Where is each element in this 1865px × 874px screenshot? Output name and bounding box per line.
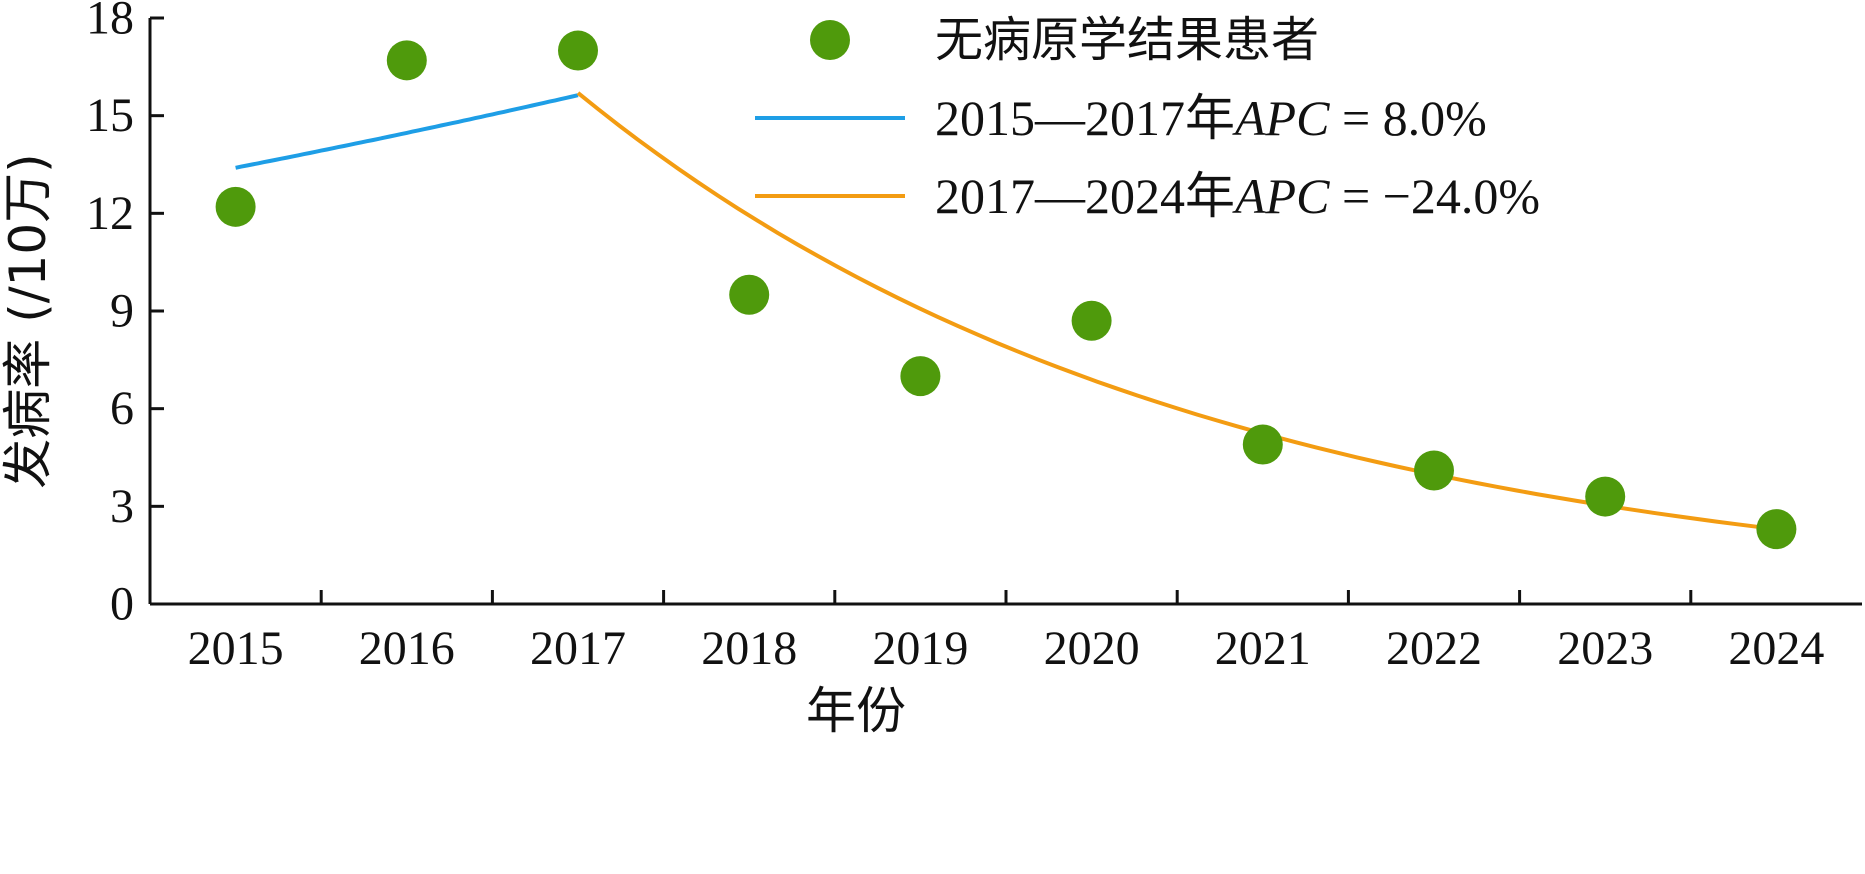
data-point — [1242, 424, 1283, 465]
y-tick-label: 9 — [110, 285, 134, 338]
y-tick-label: 15 — [86, 89, 134, 142]
data-points — [215, 30, 1797, 550]
y-tick-label: 18 — [86, 0, 134, 45]
x-tick-label: 2016 — [359, 622, 455, 675]
legend-label: 无病原学结果患者 — [935, 12, 1319, 68]
x-tick-label: 2021 — [1215, 622, 1311, 675]
legend: 无病原学结果患者 2015—2017年APC = 8.0% 2017—2024年AP… — [755, 12, 1540, 224]
trend-lines — [235, 91, 1777, 532]
data-point — [558, 30, 598, 71]
data-point — [900, 356, 941, 397]
y-axis-title: 发病率 (/10万) — [0, 153, 57, 488]
legend-label: 2015—2017年APC = 8.0% — [935, 90, 1487, 146]
x-tick-label: 2023 — [1557, 622, 1653, 675]
data-point — [1756, 509, 1797, 550]
y-tick-label: 3 — [110, 480, 134, 533]
y-tick-label: 0 — [110, 578, 134, 631]
x-tick-label: 2022 — [1386, 622, 1482, 675]
x-tick-label: 2019 — [872, 622, 968, 675]
x-tick-label: 2017 — [530, 622, 626, 675]
data-point — [1414, 450, 1454, 491]
x-axis-title: 年份 — [806, 682, 906, 740]
data-point — [386, 40, 427, 81]
y-tick-label: 12 — [86, 187, 134, 240]
data-point — [729, 274, 770, 315]
x-tick-label: 2018 — [701, 622, 797, 675]
legend-marker — [810, 20, 850, 60]
x-tick-label: 2024 — [1728, 622, 1824, 675]
x-tick-label: 2020 — [1044, 622, 1140, 675]
x-tick-label: 2015 — [188, 622, 284, 675]
y-tick-label: 6 — [110, 382, 134, 435]
data-point — [215, 186, 256, 227]
data-point — [1585, 476, 1626, 517]
legend-label: 2017—2024年APC = −24.0% — [935, 168, 1540, 224]
data-point — [1071, 300, 1112, 341]
trend-line — [235, 93, 579, 170]
axes: 0 3 6 9 12 15 18 2015 2016 2017 2018 2019 2020 2021 20… — [0, 0, 1862, 740]
trend-line — [576, 91, 1777, 532]
